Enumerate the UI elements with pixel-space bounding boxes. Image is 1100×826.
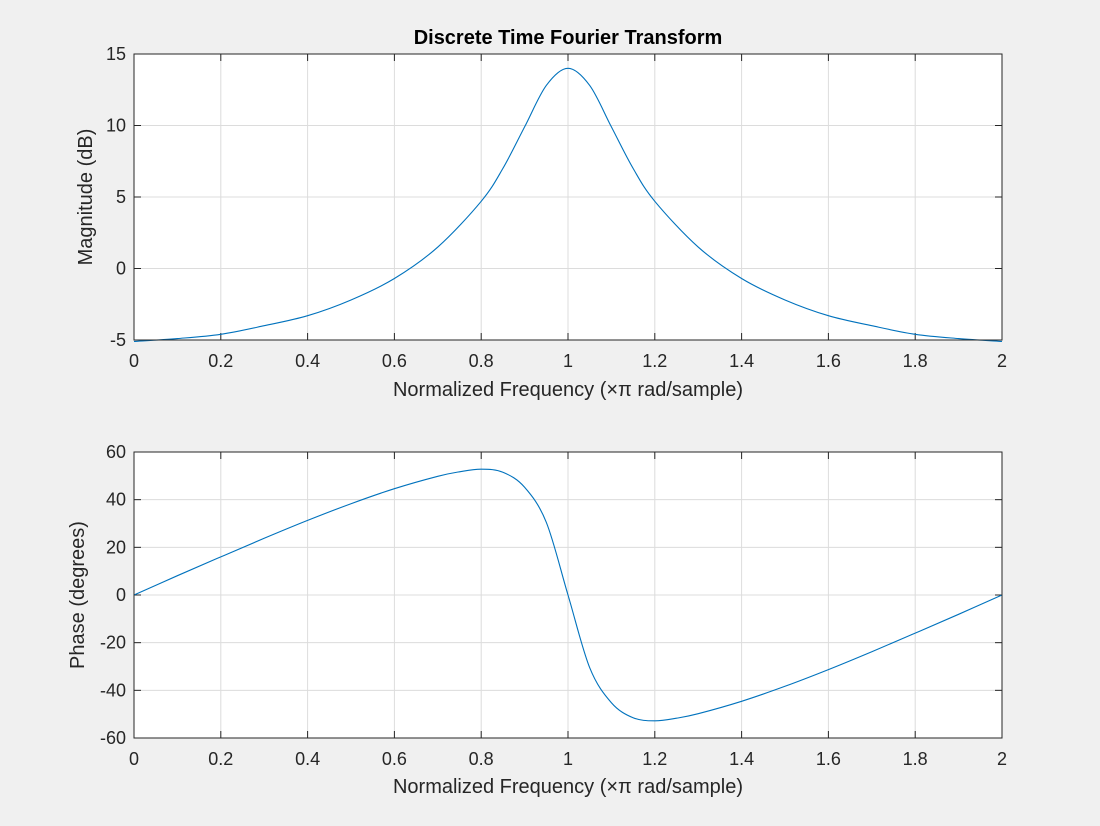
phase-x-tick-label: 0.4 (295, 749, 320, 769)
phase-y-tick-label: -40 (100, 680, 126, 700)
magnitude-y-tick-label: -5 (110, 330, 126, 350)
phase-x-tick-label: 1 (563, 749, 573, 769)
magnitude-x-tick-label: 0.8 (469, 351, 494, 371)
magnitude-series-line (133, 67, 1003, 342)
magnitude-x-tick-label: 1.2 (642, 351, 667, 371)
phase-x-tick-label: 1.8 (903, 749, 928, 769)
phase-x-tick-label: 0 (129, 749, 139, 769)
magnitude-x-axis-label: Normalized Frequency (×π rad/sample) (393, 379, 743, 401)
phase-x-tick-label: 1.6 (816, 749, 841, 769)
magnitude-x-tick-label: 0.2 (208, 351, 233, 371)
magnitude-y-tick-label: 10 (106, 116, 126, 136)
phase-x-tick-label: 1.2 (642, 749, 667, 769)
magnitude-y-axis-label: Magnitude (dB) (75, 129, 97, 266)
magnitude-x-tick-label: 1 (563, 351, 573, 371)
magnitude-axes-box (133, 53, 1003, 341)
magnitude-y-tick-label: 15 (106, 44, 126, 64)
phase-y-axis-label: Phase (degrees) (67, 521, 89, 669)
phase-x-axis-label: Normalized Frequency (×π rad/sample) (393, 776, 743, 798)
magnitude-x-tick-label: 2 (997, 351, 1007, 371)
magnitude-x-tick-label: 0.6 (382, 351, 407, 371)
magnitude-x-tick-label: 1.6 (816, 351, 841, 371)
magnitude-x-tick-labels: 0 0.2 0.4 0.6 0.8 1 1.2 1.4 1.6 1.8 2 (129, 351, 1007, 371)
magnitude-y-tick-labels: -5 0 5 10 15 (106, 44, 126, 350)
magnitude-x-tick-label: 1.4 (729, 351, 754, 371)
phase-y-tick-label: 60 (106, 442, 126, 462)
magnitude-x-tick-label: 1.8 (903, 351, 928, 371)
phase-axes-box (133, 451, 1003, 739)
phase-y-tick-label: 20 (106, 537, 126, 557)
phase-series-line (133, 468, 1003, 722)
phase-y-tick-label: -20 (100, 633, 126, 653)
phase-x-tick-labels: 0 0.2 0.4 0.6 0.8 1 1.2 1.4 1.6 1.8 2 (129, 749, 1007, 769)
phase-x-tick-label: 1.4 (729, 749, 754, 769)
phase-x-tick-label: 2 (997, 749, 1007, 769)
phase-x-tick-label: 0.8 (469, 749, 494, 769)
phase-y-tick-label: 40 (106, 490, 126, 510)
magnitude-x-tick-label: 0 (129, 351, 139, 371)
phase-x-tick-label: 0.6 (382, 749, 407, 769)
phase-y-tick-labels: -60 -40 -20 0 20 40 60 (100, 442, 126, 748)
phase-y-tick-label: 0 (116, 585, 126, 605)
chart-title: Discrete Time Fourier Transform (414, 27, 723, 49)
magnitude-x-tick-label: 0.4 (295, 351, 320, 371)
phase-x-tick-label: 0.2 (208, 749, 233, 769)
phase-y-tick-label: -60 (100, 728, 126, 748)
magnitude-y-tick-label: 5 (116, 187, 126, 207)
phase-axes: 0 0.2 0.4 0.6 0.8 1 1.2 1.4 1.6 1.8 2 -60 -40 -20 0 20… (67, 442, 1007, 798)
magnitude-y-tick-label: 0 (116, 259, 126, 279)
